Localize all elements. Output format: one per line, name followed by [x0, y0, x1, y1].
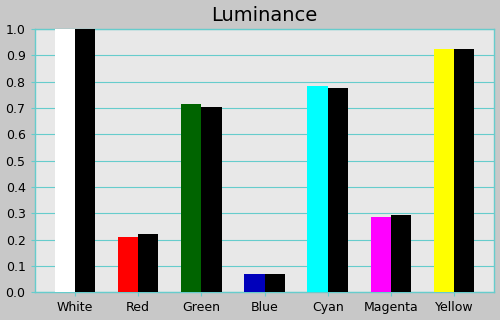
Bar	[434, 49, 454, 292]
Bar	[244, 274, 264, 292]
Bar	[181, 104, 202, 292]
Bar	[55, 29, 75, 292]
Bar	[391, 215, 411, 292]
Bar	[202, 107, 222, 292]
Bar	[118, 237, 138, 292]
Bar	[264, 274, 284, 292]
Bar	[308, 85, 328, 292]
Bar	[75, 29, 95, 292]
Title: Luminance: Luminance	[212, 5, 318, 25]
Bar	[328, 88, 348, 292]
Bar	[138, 235, 158, 292]
Bar	[370, 217, 391, 292]
Bar	[454, 49, 474, 292]
